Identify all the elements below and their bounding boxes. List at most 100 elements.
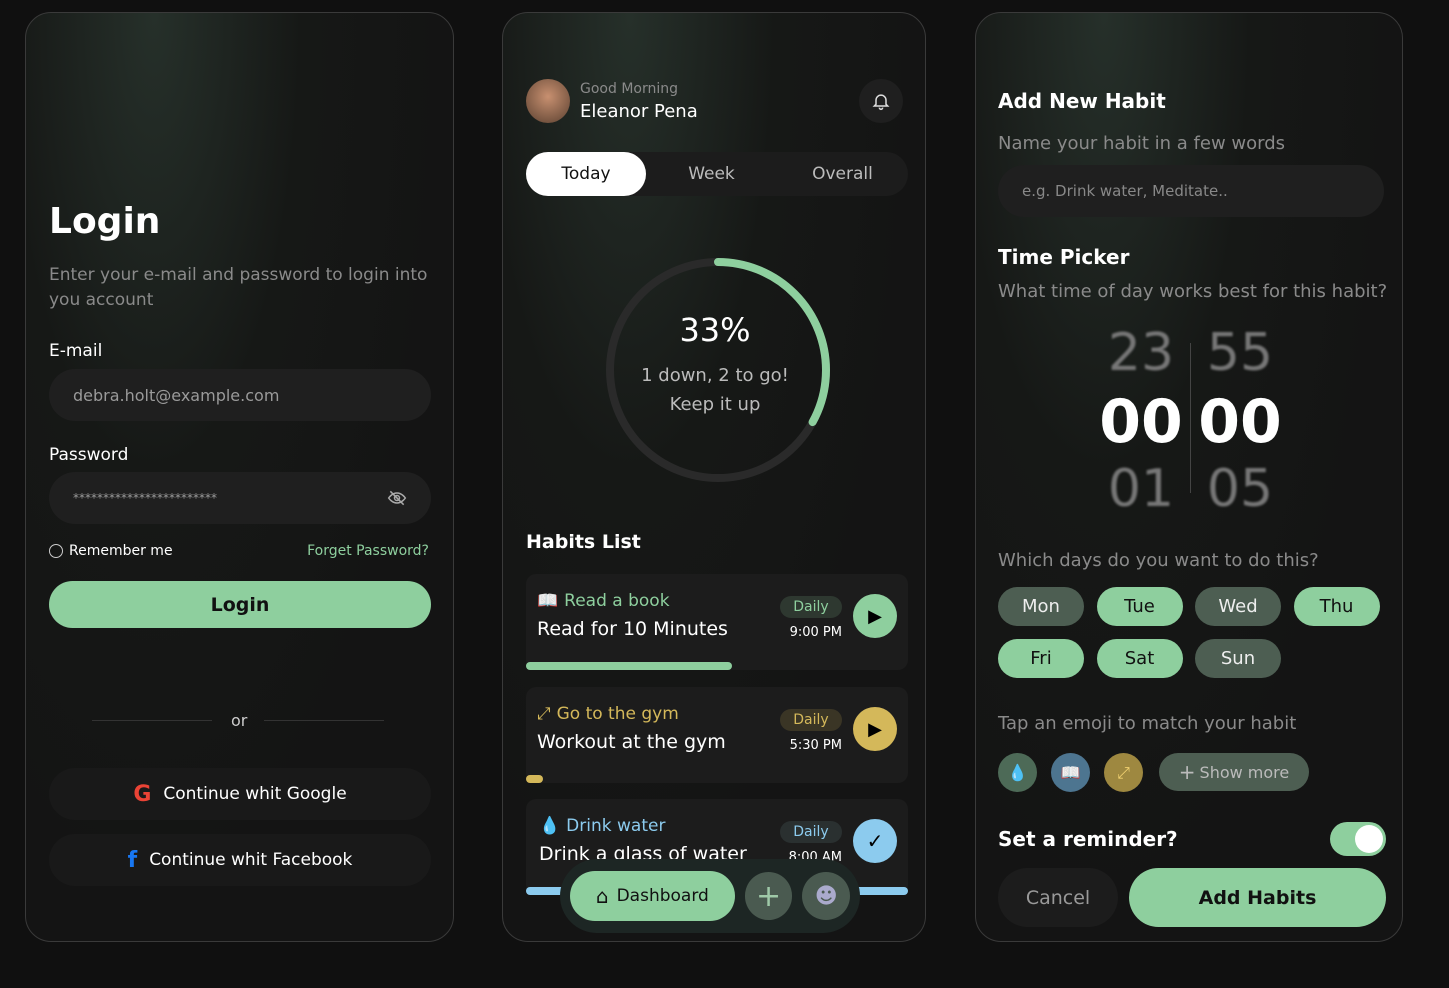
password-value: ************************ xyxy=(73,491,217,505)
emoji-question: Tap an emoji to match your habit xyxy=(998,713,1297,734)
nav-dashboard-label: Dashboard xyxy=(616,886,709,906)
login-title: Login xyxy=(49,201,161,242)
reminder-toggle[interactable] xyxy=(1330,822,1386,856)
email-field[interactable]: debra.holt@example.com xyxy=(49,369,431,421)
tab-week[interactable]: Week xyxy=(688,164,735,184)
time-picker-title: Time Picker xyxy=(998,245,1130,269)
day-thu[interactable]: Thu xyxy=(1293,587,1380,626)
cancel-button[interactable]: Cancel xyxy=(998,868,1118,927)
days-question: Which days do you want to do this? xyxy=(998,550,1319,571)
minute-next[interactable]: 05 xyxy=(1206,459,1274,519)
dumbbell-icon: ⤢ xyxy=(1117,762,1130,782)
habit-card[interactable]: ⤢ Go to the gym Workout at the gym Daily … xyxy=(526,687,908,783)
google-button[interactable]: G Continue whit Google xyxy=(49,768,431,820)
time-picker[interactable]: 23 00 01 55 00 05 xyxy=(976,13,1402,533)
bottom-nav: ⌂ Dashboard + ☻ xyxy=(560,859,860,933)
habit-name-label: Name your habit in a few words xyxy=(998,133,1286,154)
google-label: Continue whit Google xyxy=(163,784,347,804)
progress-line1: 1 down, 2 to go! xyxy=(641,365,789,386)
facebook-icon: f xyxy=(127,847,138,873)
login-button[interactable]: Login xyxy=(49,581,431,628)
progress-arc xyxy=(606,258,830,482)
greeting: Good Morning xyxy=(580,81,678,97)
email-label: E-mail xyxy=(49,341,103,361)
habit-name-input[interactable]: e.g. Drink water, Meditate.. xyxy=(998,165,1384,217)
checkbox-icon xyxy=(49,544,63,558)
done-button[interactable]: ✓ xyxy=(853,819,897,863)
google-icon: G xyxy=(133,781,152,807)
plus-icon: + xyxy=(755,878,782,914)
add-habits-button[interactable]: Add Habits xyxy=(1129,868,1386,927)
bell-icon xyxy=(872,94,890,111)
frequency-badge: Daily xyxy=(780,596,842,618)
habit-category: Read a book xyxy=(564,591,670,611)
water-drop-icon: 💧 xyxy=(1007,763,1028,782)
nav-add-button[interactable]: + xyxy=(744,872,793,920)
frequency-badge: Daily xyxy=(780,709,842,731)
nav-dashboard[interactable]: ⌂ Dashboard xyxy=(570,871,735,921)
avatar[interactable] xyxy=(526,79,570,123)
habit-title: Workout at the gym xyxy=(537,731,726,753)
frequency-badge: Daily xyxy=(780,821,842,843)
habit-progress-bar xyxy=(526,775,543,783)
habit-time: 5:30 PM xyxy=(789,738,842,753)
play-icon: ▶ xyxy=(868,718,882,740)
day-fri[interactable]: Fri xyxy=(998,639,1084,678)
eye-off-icon[interactable] xyxy=(387,488,407,508)
show-more-button[interactable]: + Show more xyxy=(1159,753,1309,791)
habit-card[interactable]: 📖 Read a book Read for 10 Minutes Daily 9… xyxy=(526,574,908,670)
time-separator xyxy=(1190,343,1191,493)
minute-prev[interactable]: 55 xyxy=(1206,323,1274,383)
emoji-water[interactable]: 💧 xyxy=(998,753,1037,792)
tab-overall[interactable]: Overall xyxy=(812,164,873,184)
progress-line2: Keep it up xyxy=(669,394,761,415)
progress-percent: 33% xyxy=(679,311,751,349)
plus-icon: + xyxy=(1178,760,1196,784)
day-sun[interactable]: Sun xyxy=(1195,639,1281,678)
habit-category: Go to the gym xyxy=(556,704,679,724)
facebook-button[interactable]: f Continue whit Facebook xyxy=(49,834,431,886)
play-icon: ▶ xyxy=(868,605,882,627)
dumbbell-icon: ⤢ xyxy=(537,704,551,724)
remember-label: Remember me xyxy=(69,543,173,559)
period-tabs: Today Week Overall xyxy=(526,152,908,196)
water-drop-icon: 💧 xyxy=(539,816,561,836)
emoji-dumbbell[interactable]: ⤢ xyxy=(1104,753,1143,792)
add-habit-title: Add New Habit xyxy=(998,89,1166,113)
habits-list-title: Habits List xyxy=(526,531,641,553)
reminder-label: Set a reminder? xyxy=(998,827,1178,851)
day-mon[interactable]: Mon xyxy=(998,587,1084,626)
minute-selected[interactable]: 00 xyxy=(1198,387,1282,457)
hour-next[interactable]: 01 xyxy=(1107,459,1175,519)
divider xyxy=(92,720,212,721)
tab-today[interactable]: Today xyxy=(526,152,646,196)
email-value: debra.holt@example.com xyxy=(73,385,280,405)
habit-title: Read for 10 Minutes xyxy=(537,618,728,640)
notification-button[interactable] xyxy=(859,79,903,123)
remember-me-checkbox[interactable]: Remember me xyxy=(49,543,173,559)
add-habit-panel: Add New Habit Name your habit in a few w… xyxy=(975,12,1403,942)
progress-ring xyxy=(606,258,830,482)
habit-progress-bar xyxy=(526,662,733,670)
login-panel: Login Enter your e-mail and password to … xyxy=(25,12,454,942)
password-label: Password xyxy=(49,445,129,465)
divider xyxy=(264,720,384,721)
user-icon: ☻ xyxy=(814,883,838,909)
habit-time: 9:00 PM xyxy=(789,625,842,640)
password-field[interactable]: ************************ xyxy=(49,472,431,524)
user-name: Eleanor Pena xyxy=(580,101,698,122)
play-button[interactable]: ▶ xyxy=(853,707,897,751)
dashboard-panel: Good Morning Eleanor Pena Today Week Ove… xyxy=(502,12,926,942)
check-icon: ✓ xyxy=(866,829,884,853)
habit-category: Drink water xyxy=(566,816,666,836)
habit-name-placeholder: e.g. Drink water, Meditate.. xyxy=(1022,182,1228,200)
day-sat[interactable]: Sat xyxy=(1096,639,1183,678)
emoji-book[interactable]: 📖 xyxy=(1051,753,1090,792)
day-tue[interactable]: Tue xyxy=(1096,587,1183,626)
play-button[interactable]: ▶ xyxy=(853,594,897,638)
day-wed[interactable]: Wed xyxy=(1195,587,1281,626)
forgot-password-link[interactable]: Forget Password? xyxy=(307,543,429,559)
nav-profile-button[interactable]: ☻ xyxy=(802,872,851,920)
hour-selected[interactable]: 00 xyxy=(1099,387,1183,457)
hour-prev[interactable]: 23 xyxy=(1107,323,1175,383)
